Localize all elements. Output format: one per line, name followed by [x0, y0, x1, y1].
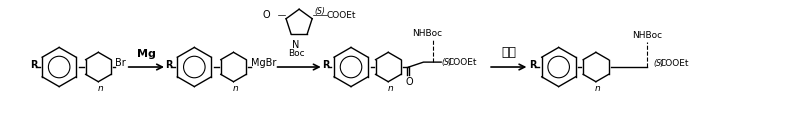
Text: n: n [98, 84, 103, 93]
Text: R: R [322, 60, 330, 70]
Text: (S): (S) [654, 59, 665, 68]
Text: 还原: 还原 [502, 46, 516, 59]
Text: n: n [387, 84, 393, 93]
Text: (S): (S) [441, 58, 452, 67]
Text: COOEt: COOEt [326, 11, 356, 20]
Text: COOEt: COOEt [659, 59, 689, 68]
Text: O: O [405, 77, 413, 87]
Text: R: R [530, 60, 537, 70]
Text: (S): (S) [314, 7, 326, 16]
Text: R: R [30, 60, 38, 70]
Text: MgBr: MgBr [251, 58, 277, 68]
Text: n: n [233, 84, 238, 93]
Text: O: O [262, 10, 270, 20]
Text: COOEt: COOEt [447, 58, 477, 67]
Text: Mg: Mg [137, 49, 156, 59]
Text: R: R [166, 60, 173, 70]
Text: n: n [595, 84, 601, 93]
Text: Boc: Boc [288, 49, 305, 58]
Text: Br: Br [115, 58, 126, 68]
Text: NHBoc: NHBoc [632, 31, 662, 40]
Text: N: N [293, 40, 300, 50]
Text: NHBoc: NHBoc [412, 29, 442, 38]
